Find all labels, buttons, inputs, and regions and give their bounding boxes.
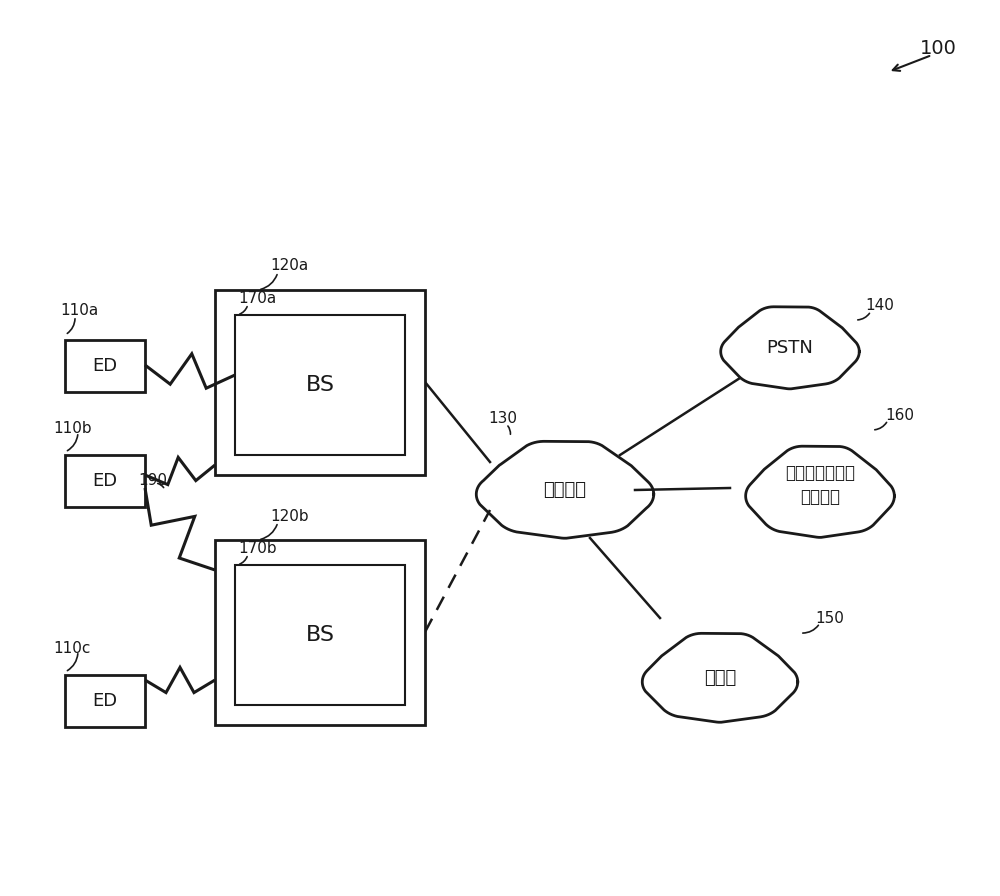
Text: PSTN: PSTN xyxy=(767,339,813,357)
Polygon shape xyxy=(476,442,654,538)
Polygon shape xyxy=(642,633,798,722)
Text: （一个或多个）
其他网络: （一个或多个） 其他网络 xyxy=(785,464,855,506)
Text: 170b: 170b xyxy=(238,540,277,556)
Bar xyxy=(65,675,145,727)
Text: 190: 190 xyxy=(138,472,167,487)
Text: 130: 130 xyxy=(488,410,517,426)
Bar xyxy=(215,290,425,475)
Text: BS: BS xyxy=(306,625,334,645)
Bar xyxy=(65,455,145,507)
Bar xyxy=(65,340,145,392)
Text: BS: BS xyxy=(306,375,334,395)
Text: 150: 150 xyxy=(815,610,844,625)
Text: 110b: 110b xyxy=(53,420,92,435)
Text: 110a: 110a xyxy=(60,303,98,317)
Text: ED: ED xyxy=(92,692,118,710)
Text: 100: 100 xyxy=(920,39,957,57)
Text: 因特网: 因特网 xyxy=(704,669,736,687)
Text: 110c: 110c xyxy=(53,641,90,656)
Bar xyxy=(215,540,425,725)
Text: ED: ED xyxy=(92,472,118,490)
Text: 140: 140 xyxy=(865,297,894,313)
Text: 170a: 170a xyxy=(238,290,276,306)
Text: 核心网络: 核心网络 xyxy=(544,481,586,499)
Text: 120a: 120a xyxy=(270,257,308,272)
Bar xyxy=(235,315,405,455)
Polygon shape xyxy=(746,446,894,538)
Text: 120b: 120b xyxy=(270,509,309,523)
Polygon shape xyxy=(721,306,859,389)
Text: 160: 160 xyxy=(885,408,914,423)
Bar xyxy=(235,565,405,705)
Text: ED: ED xyxy=(92,357,118,375)
